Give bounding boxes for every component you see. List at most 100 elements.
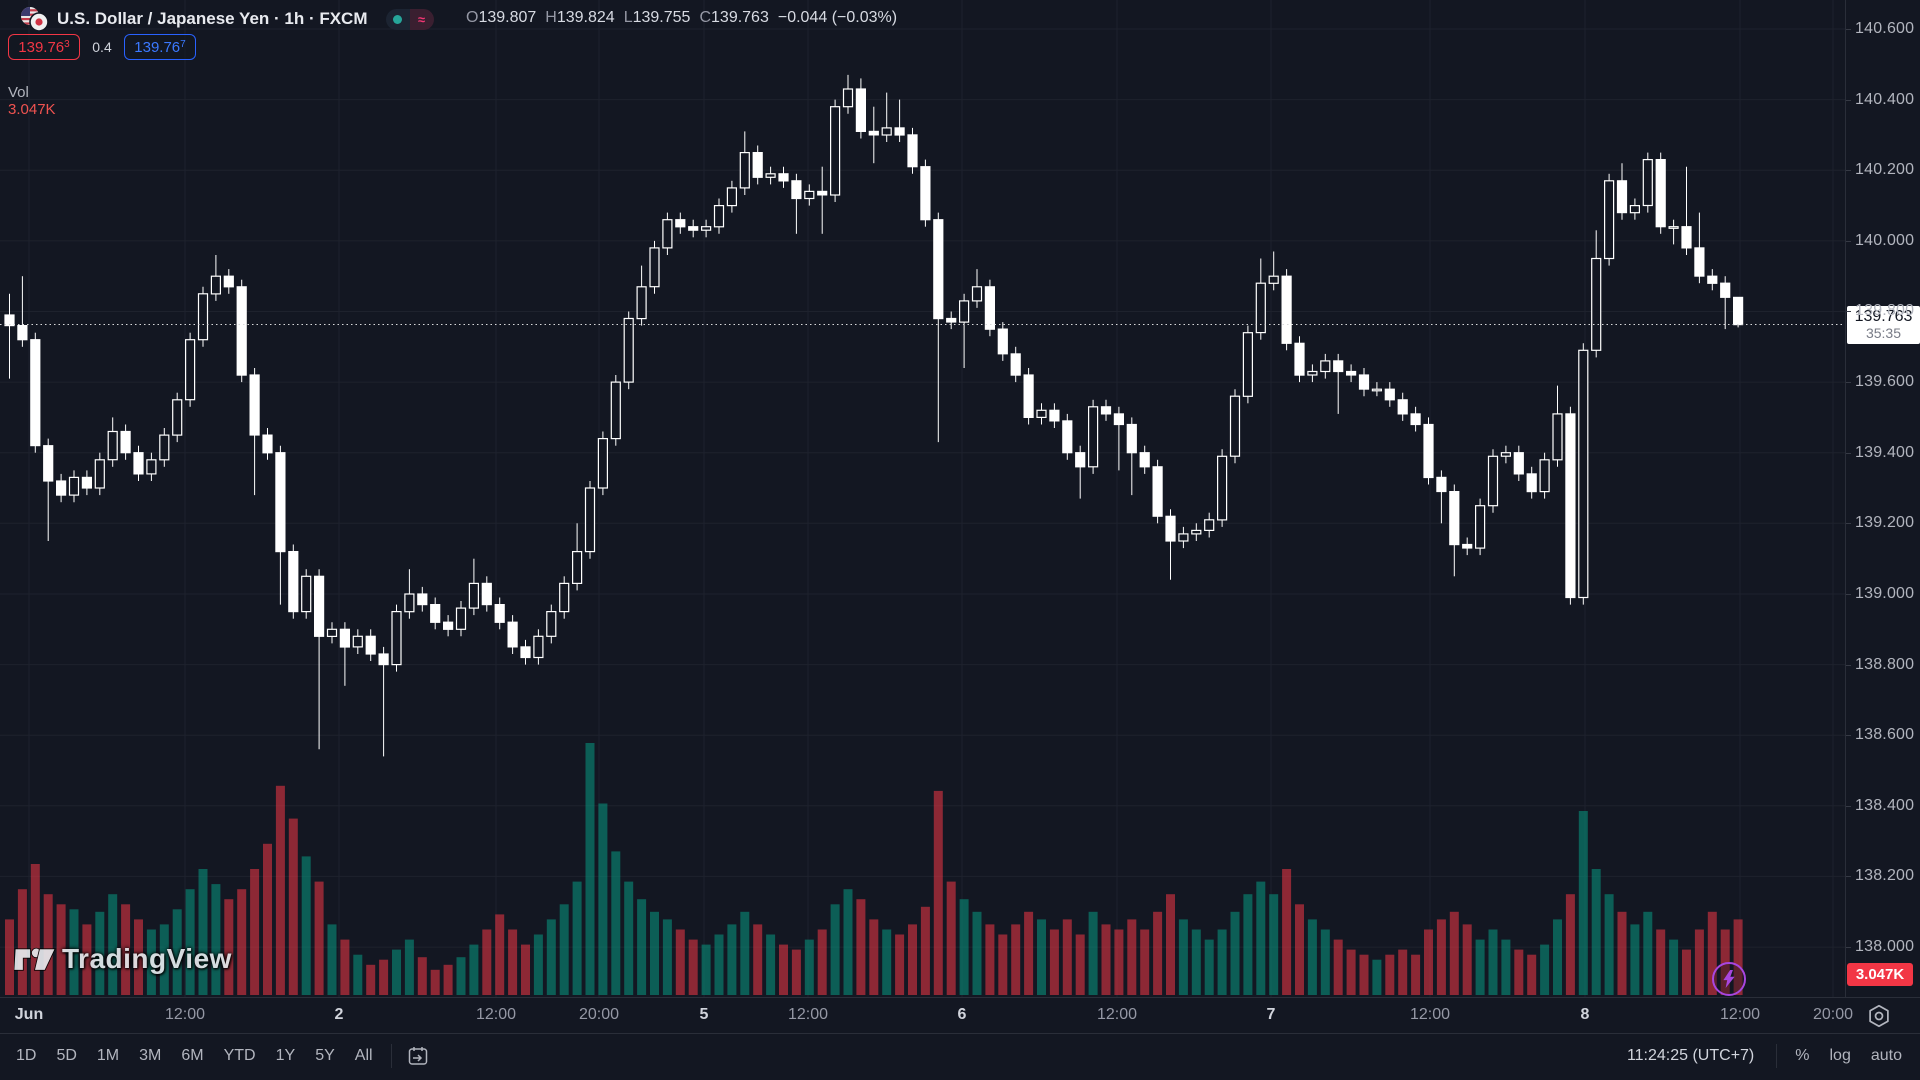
ohlc-readout: O139.807 H139.824 L139.755 C139.763 −0.044 (…	[466, 9, 897, 27]
trade-buttons-row: 139.76 3 0.4 139.76 7	[8, 34, 196, 60]
date-range-buttons: 1D 5D 1M 3M 6M YTD 1Y 5Y All	[6, 1034, 436, 1077]
time-axis-label: 12:00	[1719, 1006, 1761, 1023]
time-axis-label: Jun	[14, 1006, 44, 1023]
calendar-arrow-icon	[408, 1046, 427, 1065]
price-axis-label: 140.200	[1855, 161, 1915, 179]
range-button-ytd[interactable]: YTD	[223, 1046, 256, 1064]
price-axis-label: 140.600	[1855, 20, 1915, 37]
go-to-date-button[interactable]	[400, 1042, 436, 1070]
price-tick	[1846, 593, 1851, 595]
price-tick	[1846, 240, 1851, 242]
delayed-data-icon: ≈	[409, 8, 434, 30]
time-axis-label: 12:00	[164, 1006, 206, 1023]
sell-button[interactable]: 139.76 3	[8, 34, 80, 60]
range-button-3m[interactable]: 3M	[139, 1046, 162, 1064]
volume-value: 3.047K	[8, 101, 56, 118]
time-axis-label: 20:00	[578, 1006, 620, 1023]
gear-icon	[1869, 1004, 1889, 1028]
auto-scale-button[interactable]: auto	[1870, 1046, 1902, 1064]
lightning-button[interactable]	[1712, 962, 1746, 996]
price-axis-label: 138.800	[1855, 655, 1915, 673]
sell-price-sup: 3	[64, 38, 70, 50]
high-key: H	[545, 9, 557, 26]
time-axis-label: 12:00	[787, 1006, 829, 1023]
current-price-label: 139.763 35:35	[1847, 305, 1920, 344]
range-button-all[interactable]: All	[354, 1046, 373, 1064]
currency-pair-flag-icon	[20, 5, 50, 33]
price-axis-label: 138.000	[1855, 938, 1915, 956]
price-tick	[1846, 311, 1851, 313]
range-button-5d[interactable]: 5D	[56, 1046, 77, 1064]
price-axis[interactable]: 139.763 35:35 3.047K 140.600 140.400 140.2…	[1845, 0, 1920, 997]
price-axis-label: 140.400	[1855, 90, 1915, 108]
time-axis-label: 2	[334, 1006, 344, 1023]
price-tick	[1846, 99, 1851, 101]
price-tick	[1846, 664, 1851, 666]
time-axis[interactable]: 20:00 12:00 8 12:00 7 12:00 6 12:00 5 20:00 12:00 2…	[0, 997, 1920, 1033]
volume-key: Vol	[8, 84, 29, 101]
time-axis-label: 7	[1266, 1006, 1276, 1023]
log-scale-button[interactable]: log	[1829, 1046, 1851, 1064]
buy-price-sup: 7	[180, 38, 186, 50]
time-axis-label: 8	[1580, 1006, 1590, 1023]
price-tick	[1846, 523, 1851, 525]
high-value: 139.824	[556, 9, 615, 26]
range-button-1m[interactable]: 1M	[96, 1046, 120, 1064]
toolbar-divider	[390, 1043, 392, 1068]
price-tick	[1846, 452, 1851, 454]
volume-axis-badge: 3.047K	[1847, 963, 1913, 986]
toolbar-right: 11:24:25 (UTC+7) % log auto	[1627, 1034, 1912, 1077]
price-axis-label: 138.200	[1855, 867, 1915, 885]
toolbar-divider	[1776, 1043, 1778, 1068]
percent-scale-button[interactable]: %	[1795, 1046, 1810, 1064]
bottom-toolbar: 1D 5D 1M 3M 6M YTD 1Y 5Y All 11:24:25 (UTC+7) % …	[0, 1033, 1920, 1076]
price-axis-label: 139.200	[1855, 514, 1915, 532]
price-axis-label: 139.400	[1855, 443, 1915, 461]
lightning-icon	[1723, 970, 1735, 988]
buy-button[interactable]: 139.76 7	[124, 34, 196, 60]
current-price-value: 139.763	[1854, 307, 1913, 325]
volume-readout: Vol 3.047K	[8, 84, 56, 118]
price-axis-label: 139.000	[1855, 584, 1915, 602]
price-tick	[1846, 170, 1851, 172]
market-status-pill[interactable]: ≈	[385, 8, 434, 30]
price-tick	[1846, 876, 1851, 878]
price-tick	[1846, 29, 1851, 30]
low-value: 139.755	[632, 9, 691, 26]
close-key: C	[699, 9, 712, 26]
price-tick	[1846, 382, 1851, 384]
price-axis-label: 140.000	[1855, 231, 1915, 249]
price-axis-label: 138.400	[1855, 796, 1915, 814]
chart-plot-area[interactable]	[0, 0, 1845, 997]
price-tick	[1846, 805, 1851, 807]
candlestick-chart[interactable]	[0, 0, 1845, 997]
range-button-6m[interactable]: 6M	[181, 1046, 204, 1064]
time-axis-label: 20:00	[1812, 1006, 1854, 1023]
range-button-1y[interactable]: 1Y	[275, 1046, 296, 1064]
sell-price: 139.76	[18, 38, 65, 56]
market-open-icon	[385, 8, 410, 30]
bar-countdown: 35:35	[1865, 324, 1902, 341]
price-axis-label: 139.600	[1855, 373, 1915, 391]
range-button-5y[interactable]: 5Y	[315, 1046, 335, 1064]
change-value: −0.044 (−0.03%)	[777, 9, 898, 26]
price-tick	[1846, 947, 1851, 949]
symbol-title[interactable]: U.S. Dollar / Japanese Yen · 1h · FXCM	[57, 9, 368, 28]
time-axis-label: 5	[699, 1006, 709, 1023]
time-axis-label: 6	[957, 1006, 967, 1023]
price-axis-label: 138.600	[1855, 726, 1915, 744]
low-key: L	[623, 9, 633, 26]
axis-settings-button[interactable]	[1866, 1003, 1892, 1029]
clock-timezone-button[interactable]: 11:24:25 (UTC+7)	[1626, 1046, 1755, 1064]
price-tick	[1846, 735, 1851, 737]
open-key: O	[466, 9, 479, 26]
range-button-1d[interactable]: 1D	[16, 1046, 37, 1064]
open-value: 139.807	[478, 9, 537, 26]
time-axis-label: 12:00	[475, 1006, 517, 1023]
buy-price: 139.76	[134, 38, 181, 56]
spread-value: 0.4	[92, 39, 112, 55]
price-axis-label: 139.800	[1855, 302, 1915, 320]
time-axis-label: 12:00	[1096, 1006, 1138, 1023]
time-axis-label: 12:00	[1409, 1006, 1451, 1023]
